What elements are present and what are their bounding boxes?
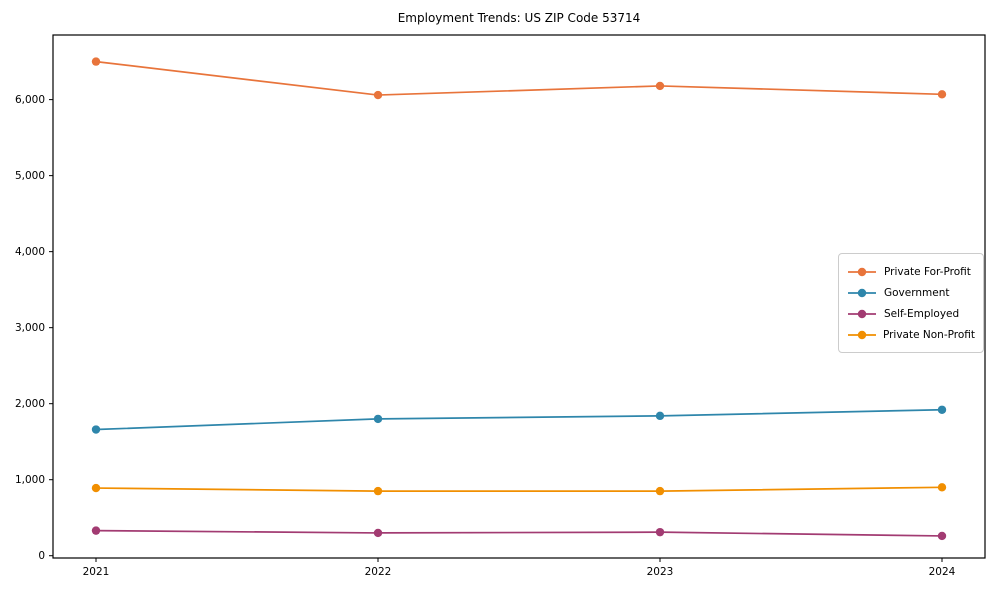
series-marker	[91, 425, 101, 434]
plot-frame	[52, 34, 986, 559]
x-tick-label: 2024	[929, 566, 956, 578]
series-marker	[655, 411, 665, 421]
series-marker	[937, 90, 947, 99]
series-marker	[655, 486, 665, 496]
series-marker	[655, 81, 665, 91]
legend-label: Self-Employed	[884, 307, 960, 320]
legend-label: Government	[884, 286, 950, 299]
x-tick-label: 2022	[365, 566, 392, 578]
legend-item: Private Non-Profit	[847, 324, 975, 345]
y-tick-label: 5,000	[15, 170, 45, 182]
series-marker	[373, 414, 383, 424]
series-marker	[91, 526, 101, 535]
series-marker	[373, 486, 383, 496]
y-tick-label: 0	[38, 550, 45, 562]
series-line	[95, 486, 943, 492]
y-tick-label: 2,000	[15, 398, 45, 410]
series-marker	[373, 528, 383, 538]
series-marker	[937, 483, 947, 492]
series-line	[95, 60, 943, 96]
series-line	[95, 408, 943, 431]
legend-swatch	[848, 330, 876, 339]
y-tick-label: 3,000	[15, 322, 45, 334]
legend-label: Private Non-Profit	[882, 328, 975, 341]
legend-swatch	[848, 309, 876, 318]
y-tick-label: 4,000	[15, 246, 45, 258]
x-tick-label: 2023	[647, 566, 674, 578]
series-marker	[937, 531, 947, 541]
legend-item: Government	[847, 282, 975, 303]
legend-item: Self-Employed	[847, 303, 975, 324]
legend: Private For-Profit Government Self-Employe…	[838, 253, 984, 353]
series-marker	[91, 483, 101, 493]
series-marker	[655, 527, 665, 537]
x-tick-label: 2021	[83, 566, 110, 578]
series-line	[95, 529, 943, 537]
legend-swatch	[848, 288, 876, 297]
legend-swatch	[848, 267, 876, 276]
y-tick-label: 1,000	[15, 474, 45, 486]
series-marker	[91, 57, 101, 66]
series-marker	[373, 90, 383, 100]
series-marker	[937, 405, 947, 414]
legend-label: Private For-Profit	[884, 265, 971, 278]
chart-title: Employment Trends: US ZIP Code 53714	[397, 11, 641, 25]
legend-item: Private For-Profit	[847, 261, 975, 282]
y-tick-label: 6,000	[15, 94, 45, 106]
